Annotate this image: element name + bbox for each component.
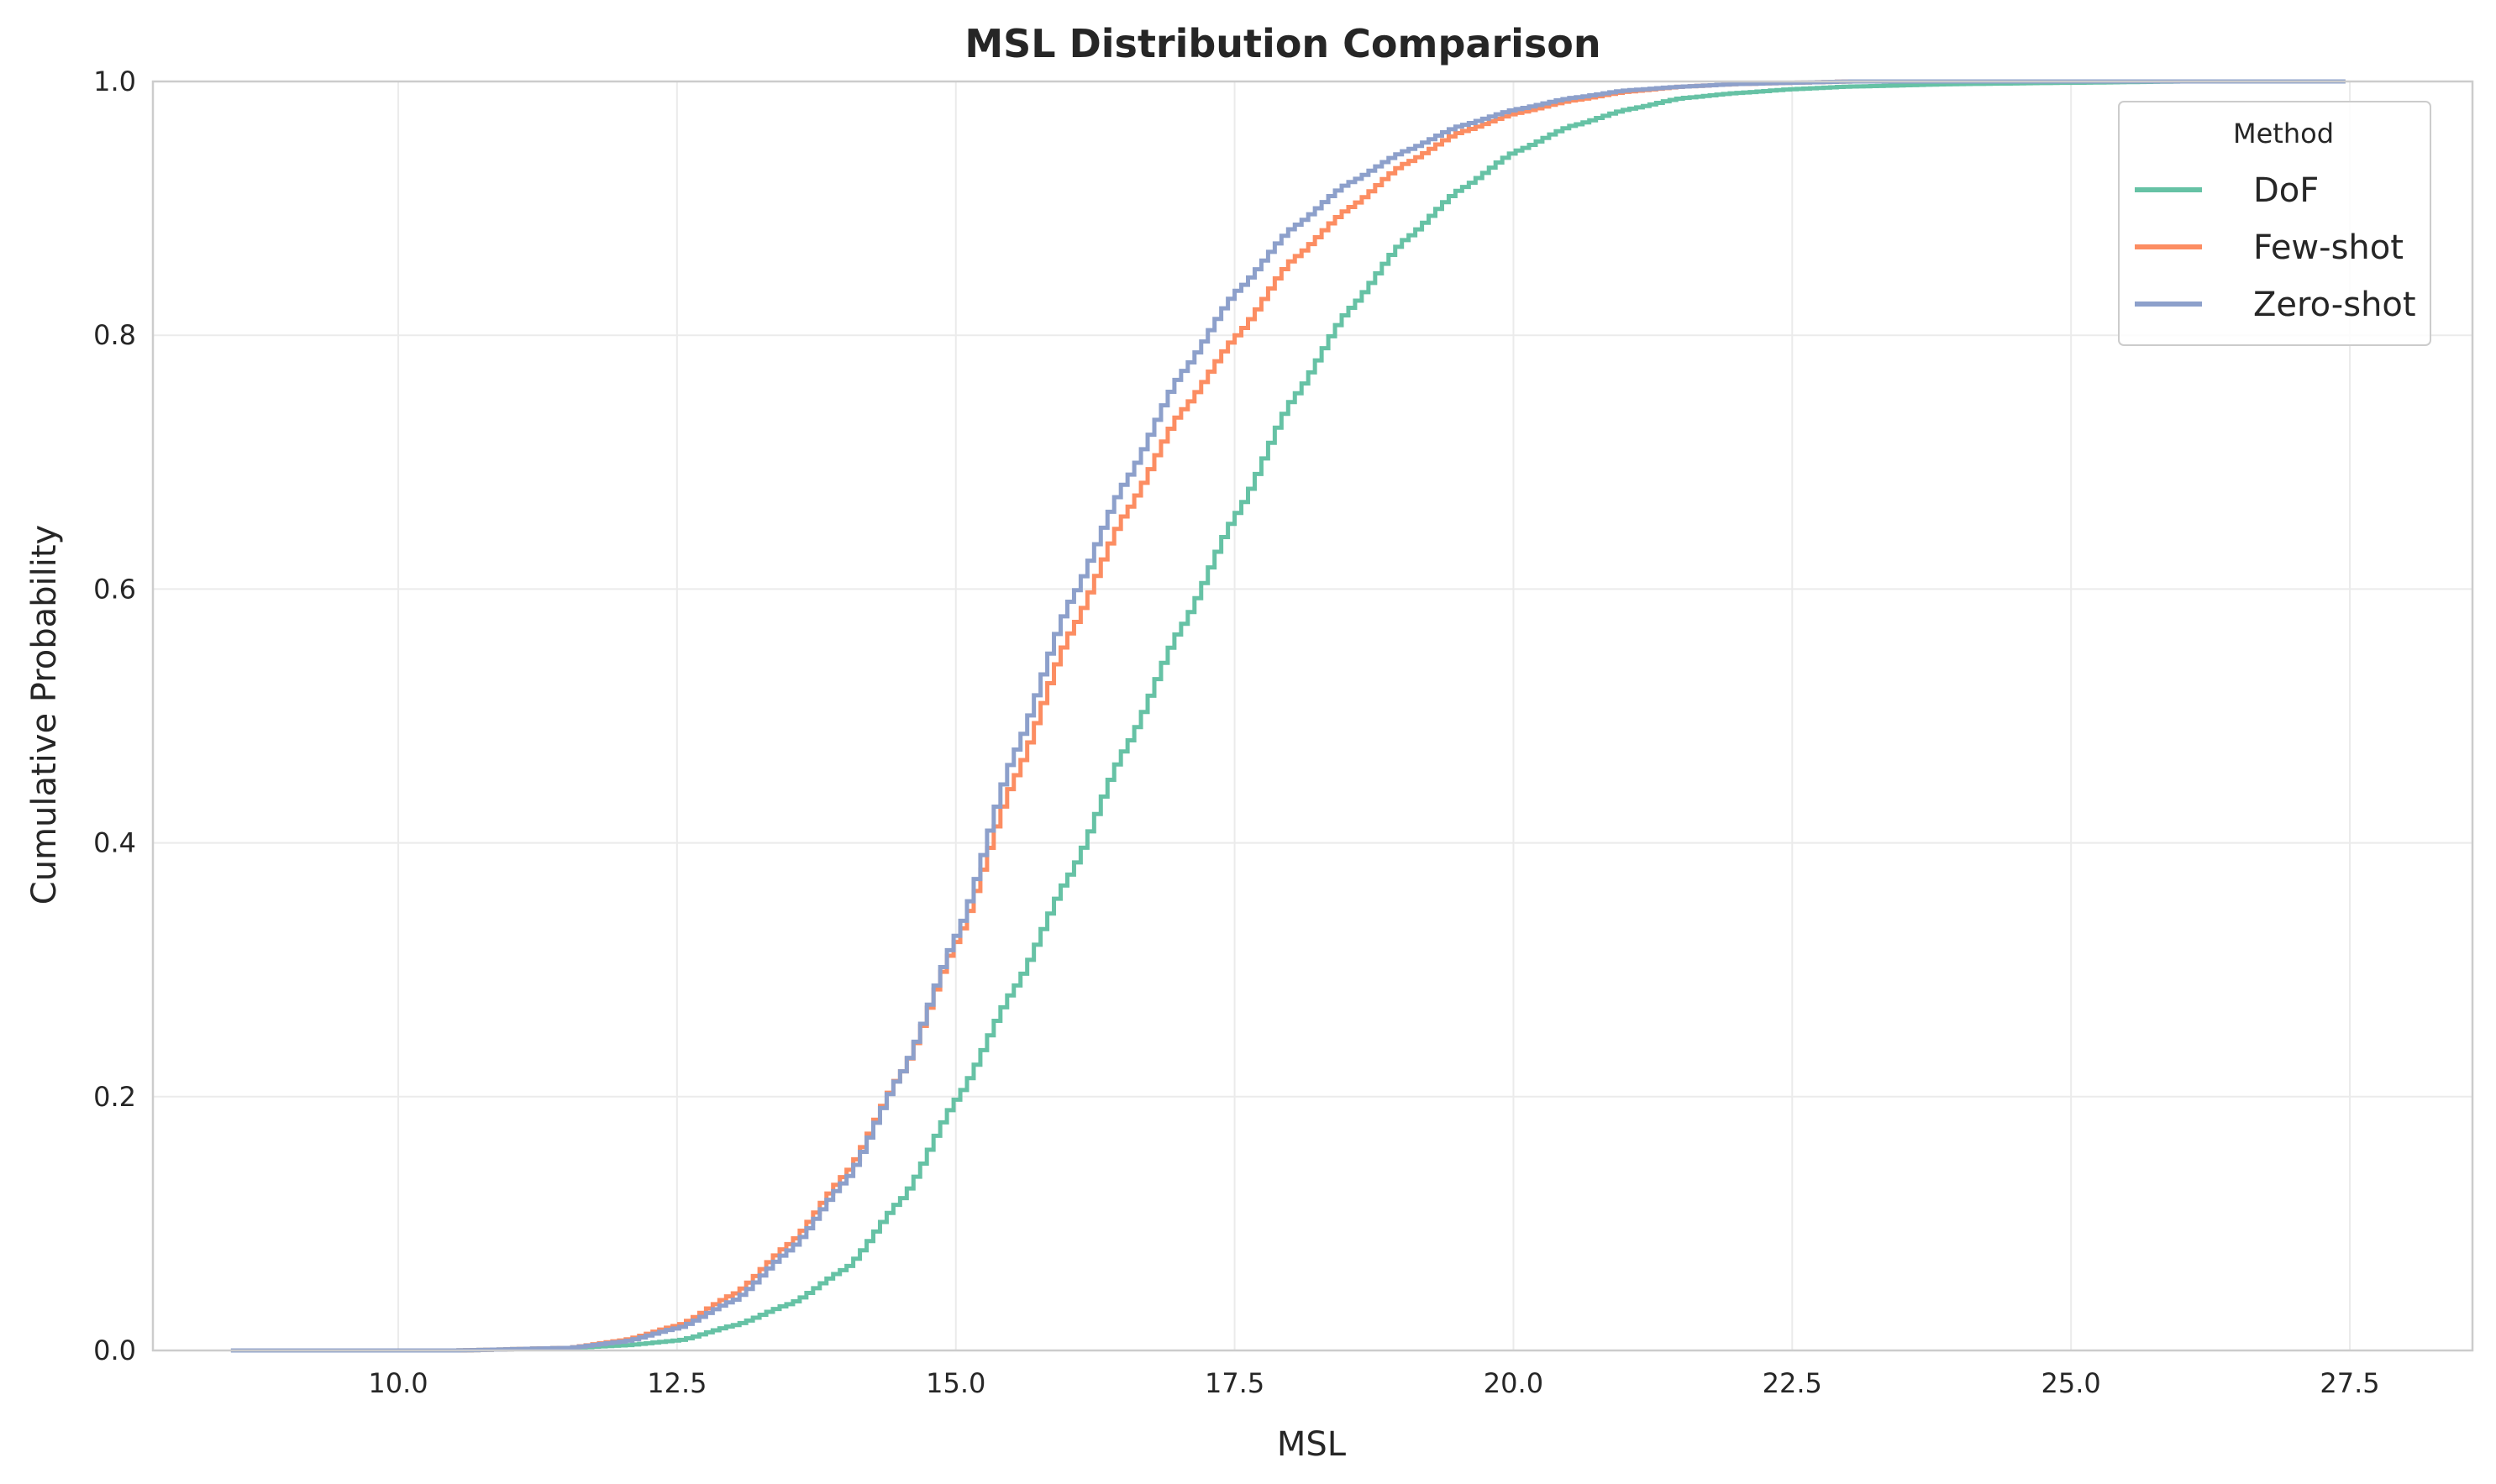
y-tick-label: 0.4 [93,827,136,859]
x-tick-label: 10.0 [368,1367,428,1399]
legend-label-dof: DoF [2253,171,2319,210]
y-tick-label: 0.0 [93,1335,136,1366]
legend: Method DoF Few-shot Zero-shot [2118,101,2431,346]
legend-items: DoF Few-shot Zero-shot [2135,171,2416,324]
plot-frame [151,80,2474,1352]
x-tick-label: 17.5 [1205,1367,1264,1399]
x-axis-ticks: 10.0 12.5 15.0 17.5 20.0 22.5 25.0 27.5 [368,1367,2379,1399]
legend-box [2118,101,2431,346]
y-tick-label: 0.2 [93,1081,136,1113]
x-tick-label: 20.0 [1484,1367,1543,1399]
y-axis-label: Cumulative Probability [25,525,64,905]
legend-title: Method [2233,118,2334,149]
y-tick-label: 0.6 [93,573,136,605]
chart-title: MSL Distribution Comparison [964,21,1600,66]
x-tick-label: 27.5 [2320,1367,2379,1399]
y-axis-ticks: 0.0 0.2 0.4 0.6 0.8 1.0 [93,66,136,1366]
y-tick-label: 0.8 [93,319,136,351]
x-tick-label: 25.0 [2041,1367,2101,1399]
y-tick-label: 1.0 [93,66,136,97]
legend-label-zero-shot: Zero-shot [2253,286,2416,324]
x-axis-label: MSL [1277,1425,1347,1464]
legend-label-few-shot: Few-shot [2253,228,2404,267]
x-tick-label: 15.0 [926,1367,985,1399]
x-tick-label: 22.5 [1763,1367,1822,1399]
x-tick-label: 12.5 [647,1367,707,1399]
series-line-dof [230,79,2346,1353]
